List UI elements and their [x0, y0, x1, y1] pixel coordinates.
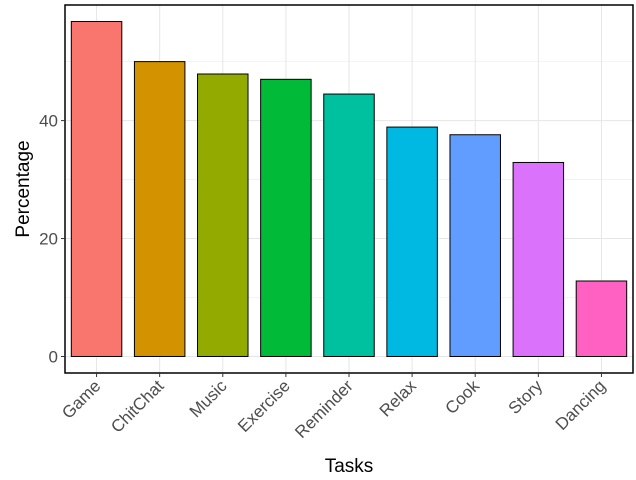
x-tick-label: Music	[186, 376, 231, 421]
x-tick-label: Story	[505, 376, 547, 418]
bar-dancing	[575, 280, 628, 357]
x-tick-label: Dancing	[552, 376, 610, 434]
y-axis-title: Percentage	[13, 140, 34, 237]
bar-relax	[386, 126, 438, 357]
x-tick-label: Relax	[376, 376, 421, 421]
bar-game	[70, 21, 123, 357]
x-tick-label: ChitChat	[107, 376, 167, 436]
y-tick-label: 20	[39, 230, 58, 249]
y-axis-ticks: 0 20 40	[39, 112, 65, 366]
y-tick-label: 40	[39, 112, 58, 131]
bar-cook	[449, 134, 501, 357]
bar-music	[197, 73, 249, 357]
x-tick-label: Cook	[442, 376, 484, 418]
bars	[70, 21, 628, 357]
x-tick-label: Exercise	[234, 376, 294, 436]
x-tick-label: Reminder	[291, 376, 357, 442]
bar-story	[512, 161, 565, 357]
bar-exercise	[260, 78, 312, 357]
bar-reminder	[323, 93, 375, 357]
x-axis-title: Tasks	[325, 456, 374, 477]
bar-chitchat	[133, 61, 186, 357]
x-tick-label: Game	[58, 376, 104, 422]
y-tick-label: 0	[49, 347, 58, 366]
